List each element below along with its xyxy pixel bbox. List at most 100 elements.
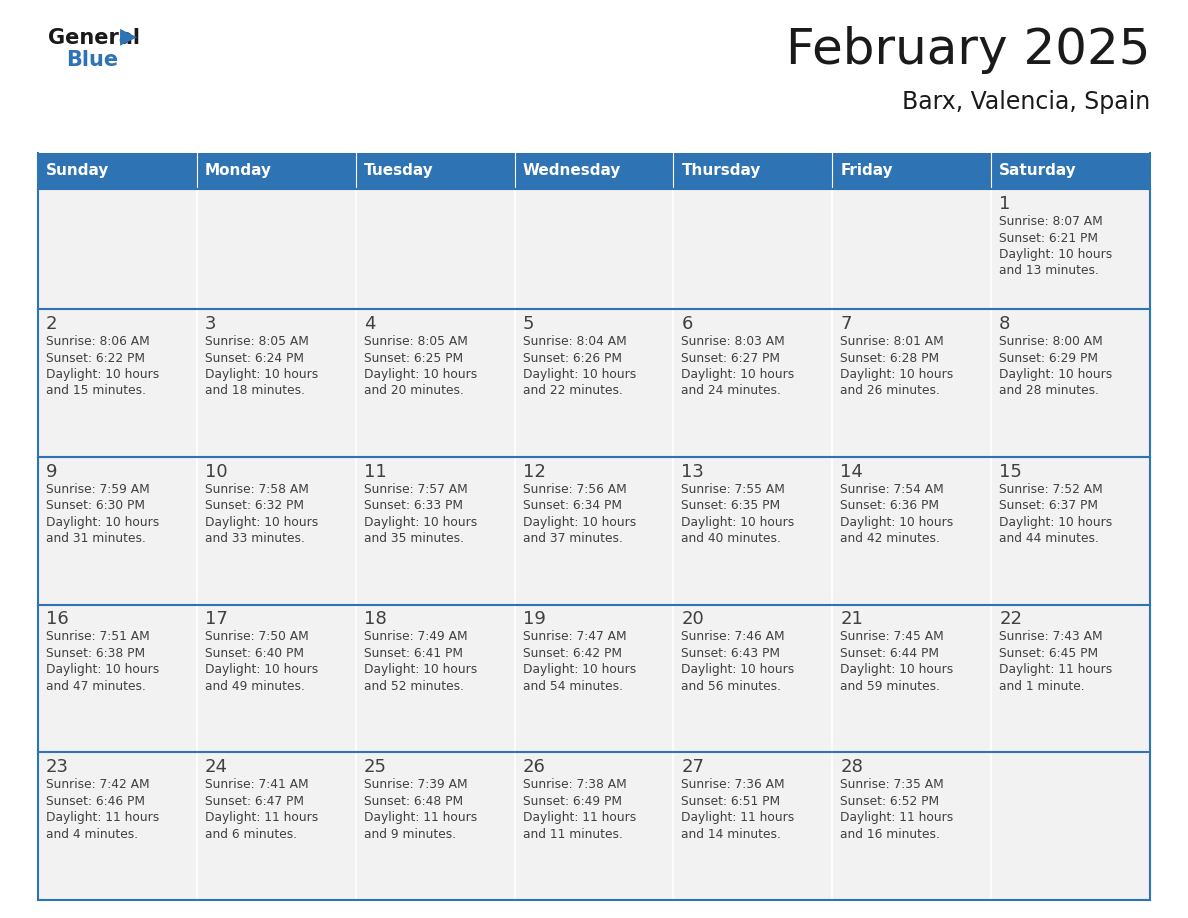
Bar bbox=[38, 189, 197, 309]
Text: and 49 minutes.: and 49 minutes. bbox=[204, 680, 305, 693]
Text: 3: 3 bbox=[204, 315, 216, 333]
Text: Daylight: 10 hours: Daylight: 10 hours bbox=[840, 664, 954, 677]
Text: Sunrise: 7:58 AM: Sunrise: 7:58 AM bbox=[204, 483, 309, 496]
Text: and 42 minutes.: and 42 minutes. bbox=[840, 532, 940, 545]
Bar bbox=[38, 752, 197, 900]
Bar bbox=[991, 604, 1150, 752]
Text: 20: 20 bbox=[682, 610, 704, 629]
Text: Sunset: 6:29 PM: Sunset: 6:29 PM bbox=[999, 352, 1098, 364]
Text: and 4 minutes.: and 4 minutes. bbox=[46, 828, 138, 841]
Bar bbox=[674, 457, 833, 604]
Bar bbox=[197, 189, 355, 309]
Text: 11: 11 bbox=[364, 463, 386, 481]
Text: Sunset: 6:34 PM: Sunset: 6:34 PM bbox=[523, 499, 621, 512]
Text: General: General bbox=[48, 28, 140, 48]
Text: Sunrise: 7:49 AM: Sunrise: 7:49 AM bbox=[364, 631, 467, 644]
Bar bbox=[514, 189, 674, 309]
Text: Sunrise: 7:46 AM: Sunrise: 7:46 AM bbox=[682, 631, 785, 644]
Bar bbox=[514, 752, 674, 900]
Bar bbox=[38, 153, 197, 189]
Text: Blue: Blue bbox=[67, 50, 118, 70]
Text: Sunset: 6:21 PM: Sunset: 6:21 PM bbox=[999, 231, 1098, 244]
Text: and 11 minutes.: and 11 minutes. bbox=[523, 828, 623, 841]
Text: and 37 minutes.: and 37 minutes. bbox=[523, 532, 623, 545]
Text: Sunrise: 7:47 AM: Sunrise: 7:47 AM bbox=[523, 631, 626, 644]
Text: Sunrise: 8:07 AM: Sunrise: 8:07 AM bbox=[999, 215, 1102, 228]
Text: Sunrise: 7:56 AM: Sunrise: 7:56 AM bbox=[523, 483, 626, 496]
Text: Wednesday: Wednesday bbox=[523, 163, 621, 178]
Bar bbox=[991, 457, 1150, 604]
Text: Daylight: 10 hours: Daylight: 10 hours bbox=[682, 368, 795, 381]
Text: and 35 minutes.: and 35 minutes. bbox=[364, 532, 463, 545]
Text: 4: 4 bbox=[364, 315, 375, 333]
Text: Daylight: 10 hours: Daylight: 10 hours bbox=[682, 516, 795, 529]
Text: Daylight: 10 hours: Daylight: 10 hours bbox=[204, 664, 318, 677]
Bar bbox=[674, 752, 833, 900]
Text: Sunday: Sunday bbox=[46, 163, 109, 178]
Text: Sunrise: 7:52 AM: Sunrise: 7:52 AM bbox=[999, 483, 1102, 496]
Text: and 13 minutes.: and 13 minutes. bbox=[999, 264, 1099, 277]
Text: Sunrise: 7:55 AM: Sunrise: 7:55 AM bbox=[682, 483, 785, 496]
Text: Sunset: 6:41 PM: Sunset: 6:41 PM bbox=[364, 647, 462, 660]
Text: Monday: Monday bbox=[204, 163, 272, 178]
Text: Daylight: 10 hours: Daylight: 10 hours bbox=[840, 516, 954, 529]
Bar bbox=[674, 309, 833, 457]
Text: Sunrise: 8:05 AM: Sunrise: 8:05 AM bbox=[204, 335, 309, 348]
Bar bbox=[197, 752, 355, 900]
Text: Daylight: 11 hours: Daylight: 11 hours bbox=[364, 812, 476, 824]
Text: Saturday: Saturday bbox=[999, 163, 1076, 178]
Text: Sunset: 6:27 PM: Sunset: 6:27 PM bbox=[682, 352, 781, 364]
Text: and 16 minutes.: and 16 minutes. bbox=[840, 828, 940, 841]
Text: Sunrise: 7:57 AM: Sunrise: 7:57 AM bbox=[364, 483, 467, 496]
Text: 5: 5 bbox=[523, 315, 535, 333]
Bar bbox=[355, 153, 514, 189]
Text: Friday: Friday bbox=[840, 163, 893, 178]
Text: and 22 minutes.: and 22 minutes. bbox=[523, 385, 623, 397]
Bar bbox=[514, 457, 674, 604]
Text: Sunset: 6:40 PM: Sunset: 6:40 PM bbox=[204, 647, 304, 660]
Text: and 28 minutes.: and 28 minutes. bbox=[999, 385, 1099, 397]
Text: Daylight: 10 hours: Daylight: 10 hours bbox=[523, 516, 636, 529]
Text: and 1 minute.: and 1 minute. bbox=[999, 680, 1085, 693]
Bar bbox=[991, 752, 1150, 900]
Text: and 47 minutes.: and 47 minutes. bbox=[46, 680, 146, 693]
Bar bbox=[833, 189, 991, 309]
Bar bbox=[833, 153, 991, 189]
Text: Sunset: 6:45 PM: Sunset: 6:45 PM bbox=[999, 647, 1098, 660]
Bar bbox=[674, 604, 833, 752]
Text: Barx, Valencia, Spain: Barx, Valencia, Spain bbox=[902, 90, 1150, 114]
Text: Daylight: 10 hours: Daylight: 10 hours bbox=[840, 368, 954, 381]
Text: Daylight: 10 hours: Daylight: 10 hours bbox=[999, 368, 1112, 381]
Text: 21: 21 bbox=[840, 610, 864, 629]
Text: Sunrise: 8:06 AM: Sunrise: 8:06 AM bbox=[46, 335, 150, 348]
Text: February 2025: February 2025 bbox=[785, 26, 1150, 74]
Text: Sunset: 6:32 PM: Sunset: 6:32 PM bbox=[204, 499, 304, 512]
Text: 1: 1 bbox=[999, 195, 1011, 213]
Bar bbox=[38, 604, 197, 752]
Bar bbox=[991, 189, 1150, 309]
Text: Sunset: 6:30 PM: Sunset: 6:30 PM bbox=[46, 499, 145, 512]
Bar bbox=[355, 309, 514, 457]
Bar bbox=[197, 604, 355, 752]
Text: 18: 18 bbox=[364, 610, 386, 629]
Text: Daylight: 11 hours: Daylight: 11 hours bbox=[204, 812, 318, 824]
Text: Sunset: 6:26 PM: Sunset: 6:26 PM bbox=[523, 352, 621, 364]
Text: and 52 minutes.: and 52 minutes. bbox=[364, 680, 463, 693]
Bar bbox=[355, 189, 514, 309]
Text: 13: 13 bbox=[682, 463, 704, 481]
Bar bbox=[833, 457, 991, 604]
Text: 17: 17 bbox=[204, 610, 228, 629]
Text: and 26 minutes.: and 26 minutes. bbox=[840, 385, 940, 397]
Text: Sunrise: 7:54 AM: Sunrise: 7:54 AM bbox=[840, 483, 944, 496]
Text: Sunrise: 8:04 AM: Sunrise: 8:04 AM bbox=[523, 335, 626, 348]
Text: Sunrise: 8:05 AM: Sunrise: 8:05 AM bbox=[364, 335, 468, 348]
Text: and 56 minutes.: and 56 minutes. bbox=[682, 680, 782, 693]
Text: Daylight: 11 hours: Daylight: 11 hours bbox=[523, 812, 636, 824]
Text: Sunset: 6:25 PM: Sunset: 6:25 PM bbox=[364, 352, 463, 364]
Text: Sunrise: 7:35 AM: Sunrise: 7:35 AM bbox=[840, 778, 944, 791]
Text: and 20 minutes.: and 20 minutes. bbox=[364, 385, 463, 397]
Text: 22: 22 bbox=[999, 610, 1022, 629]
Text: and 14 minutes.: and 14 minutes. bbox=[682, 828, 782, 841]
Text: and 59 minutes.: and 59 minutes. bbox=[840, 680, 940, 693]
Bar bbox=[355, 604, 514, 752]
